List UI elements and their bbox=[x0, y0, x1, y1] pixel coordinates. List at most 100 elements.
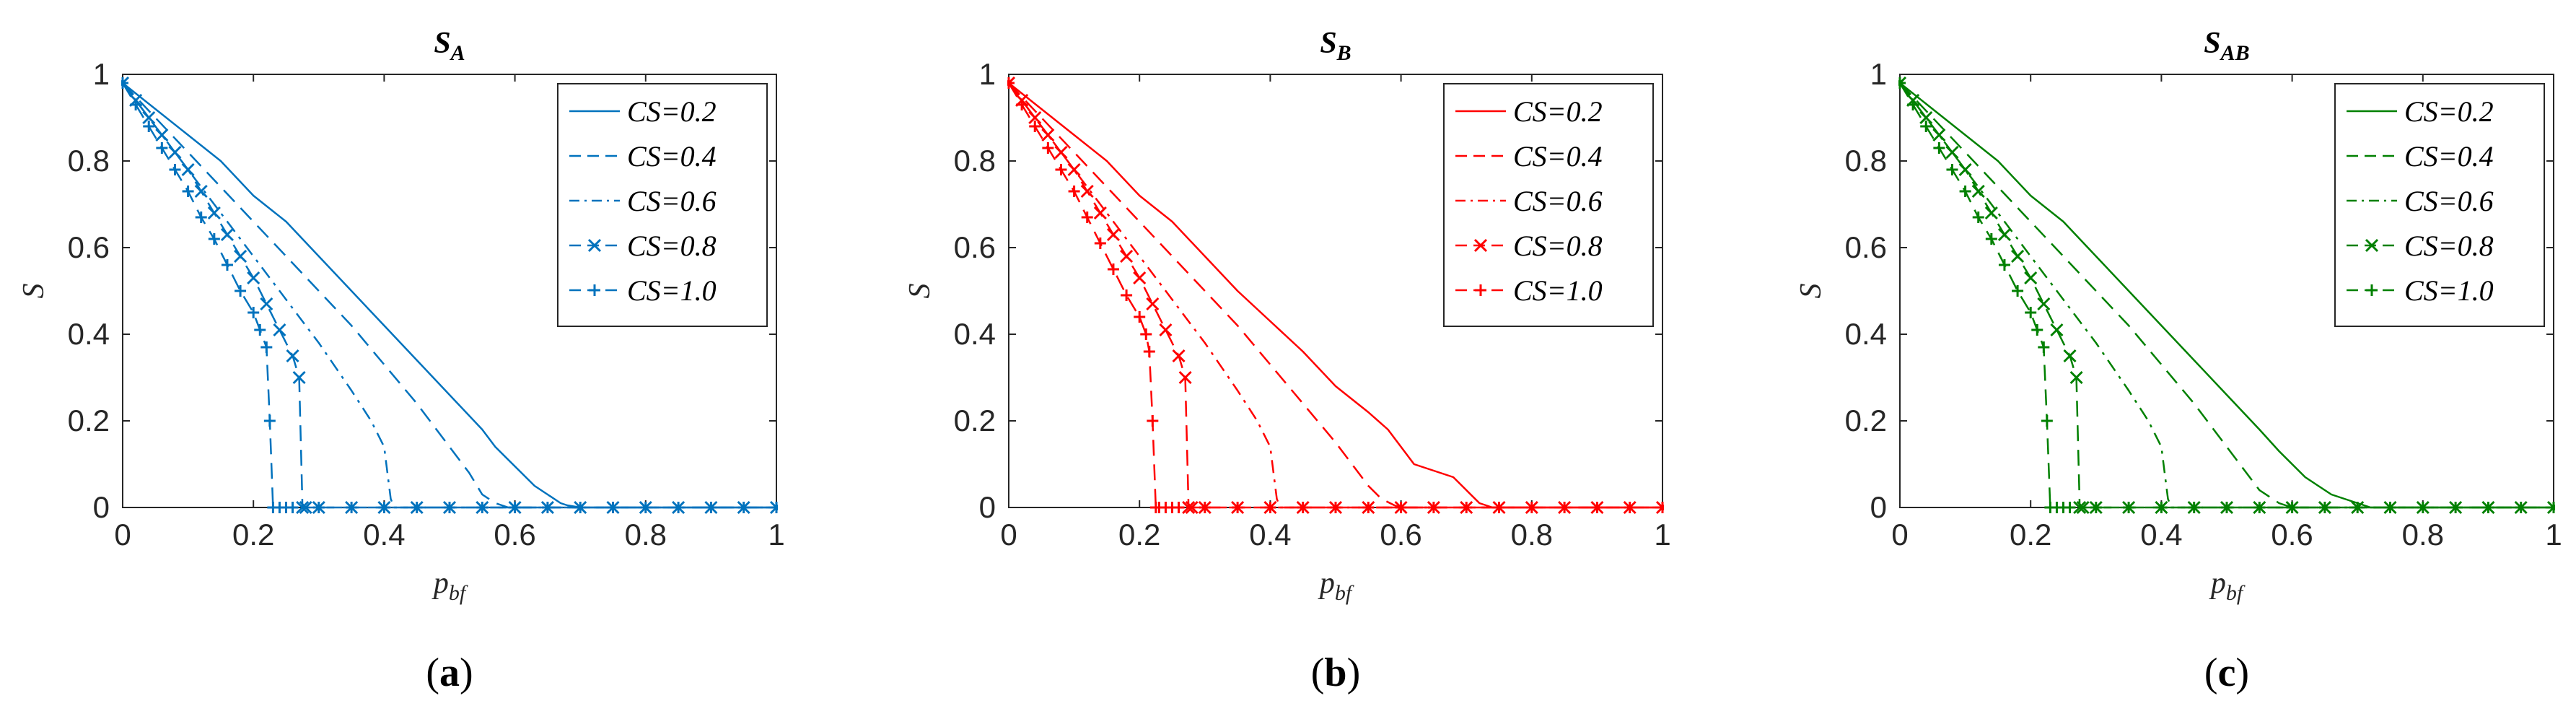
data-point bbox=[2041, 415, 2053, 427]
chart-title-subscript: AB bbox=[2220, 41, 2250, 65]
x-axis-label: pbf bbox=[431, 567, 468, 605]
legend-item: CS=1.0 bbox=[1455, 274, 1603, 307]
data-point bbox=[1054, 145, 1068, 160]
panel-paren-close: ) bbox=[2235, 650, 2249, 695]
data-point bbox=[220, 227, 235, 242]
data-point bbox=[260, 341, 273, 353]
data-point bbox=[1120, 249, 1134, 263]
data-point bbox=[169, 164, 181, 175]
data-point bbox=[1460, 502, 1473, 513]
data-point bbox=[121, 77, 128, 89]
y-axis-label: S bbox=[903, 284, 937, 299]
data-point bbox=[2038, 341, 2050, 353]
data-point bbox=[168, 145, 182, 160]
data-point bbox=[2286, 502, 2298, 513]
x-tick-label: 0 bbox=[114, 518, 131, 552]
legend-item: CS=0.2 bbox=[569, 95, 717, 128]
data-point bbox=[2037, 297, 2051, 311]
y-axis-label: S bbox=[1795, 284, 1828, 299]
x-tick-label: 0.6 bbox=[1380, 518, 1421, 552]
panel-letter: a bbox=[439, 650, 460, 695]
data-point bbox=[1998, 259, 2010, 271]
data-point bbox=[607, 502, 619, 513]
data-point bbox=[2063, 349, 2077, 363]
panel-paren-close: ) bbox=[1347, 650, 1361, 695]
x-axis-label-main: p bbox=[2209, 567, 2226, 600]
panel-letter: b bbox=[1324, 650, 1346, 695]
y-tick-label: 0 bbox=[1870, 490, 1887, 524]
x-tick-label: 0.4 bbox=[1249, 518, 1291, 552]
legend-label: CS=0.8 bbox=[627, 230, 717, 262]
chart-title: SA bbox=[434, 27, 465, 65]
data-point bbox=[312, 502, 325, 513]
data-point bbox=[2012, 285, 2024, 297]
legend-marker bbox=[1473, 238, 1488, 253]
data-point bbox=[1147, 415, 1159, 427]
data-point bbox=[509, 502, 521, 513]
data-point bbox=[541, 502, 553, 513]
y-tick-label: 0.4 bbox=[68, 317, 110, 351]
y-tick-label: 0 bbox=[93, 490, 110, 524]
data-point bbox=[181, 162, 195, 177]
panel-label: (a) bbox=[426, 650, 473, 695]
data-point bbox=[1997, 227, 2012, 242]
legend-item: CS=0.4 bbox=[2347, 140, 2494, 173]
data-point bbox=[1140, 328, 1152, 340]
data-point bbox=[476, 502, 489, 513]
x-tick-label: 0.6 bbox=[2271, 518, 2313, 552]
data-point bbox=[1146, 297, 1160, 311]
series-line-cs-0-2 bbox=[1008, 82, 1662, 509]
data-point bbox=[247, 271, 260, 285]
data-point bbox=[1493, 502, 1505, 513]
data-point bbox=[1143, 346, 1155, 357]
data-point bbox=[1395, 502, 1407, 513]
data-point bbox=[155, 128, 169, 142]
x-tick-label: 0.4 bbox=[363, 518, 405, 552]
data-point bbox=[1898, 77, 1906, 89]
data-point bbox=[1133, 271, 1147, 285]
chart-panel-c: 0 0.2 0.4 0.6 0.8 100.20.40.60.81SABpbfSCS=0.… bbox=[1795, 27, 2562, 695]
data-point bbox=[1920, 121, 1932, 132]
data-point bbox=[1068, 186, 1080, 197]
x-tick-label: 0.2 bbox=[2010, 518, 2051, 552]
data-point bbox=[207, 206, 221, 220]
y-tick-label: 0.6 bbox=[954, 230, 996, 264]
y-tick-label: 0.2 bbox=[68, 404, 110, 437]
data-point bbox=[2090, 502, 2102, 513]
x-axis-label-main: p bbox=[431, 567, 449, 600]
y-tick-label: 0.6 bbox=[1845, 230, 1887, 264]
data-point bbox=[1959, 186, 1971, 197]
data-point bbox=[1159, 323, 1173, 337]
data-point bbox=[1093, 206, 1107, 220]
data-point bbox=[705, 502, 717, 513]
data-point bbox=[254, 324, 266, 336]
data-point bbox=[737, 502, 750, 513]
data-point bbox=[194, 184, 208, 199]
panel-letter: c bbox=[2218, 650, 2236, 695]
data-point bbox=[1041, 128, 1055, 142]
data-point bbox=[1178, 370, 1192, 385]
legend-label: CS=0.2 bbox=[1513, 95, 1603, 128]
data-point bbox=[1559, 502, 1571, 513]
data-point bbox=[2253, 502, 2266, 513]
data-point bbox=[263, 415, 276, 427]
data-point bbox=[1016, 99, 1028, 110]
data-point bbox=[292, 370, 306, 385]
x-tick-label: 0 bbox=[1000, 518, 1017, 552]
data-point bbox=[1362, 502, 1375, 513]
y-tick-label: 0 bbox=[979, 490, 996, 524]
data-point bbox=[1081, 212, 1093, 223]
data-point bbox=[260, 297, 273, 311]
y-tick-label: 0.8 bbox=[954, 144, 996, 178]
legend-marker bbox=[2365, 238, 2379, 253]
data-point bbox=[247, 307, 260, 318]
legend-item: CS=0.2 bbox=[1455, 95, 1603, 128]
data-point bbox=[1933, 142, 1945, 154]
legend: CS=0.2 CS=0.4 CS=0.6 CS=0.8 CS=1.0 bbox=[1443, 83, 1654, 327]
chart-title: SAB bbox=[2204, 27, 2249, 65]
panel-paren-close: ) bbox=[460, 650, 473, 695]
x-tick-label: 0.8 bbox=[625, 518, 667, 552]
legend-label: CS=0.4 bbox=[2404, 140, 2494, 173]
